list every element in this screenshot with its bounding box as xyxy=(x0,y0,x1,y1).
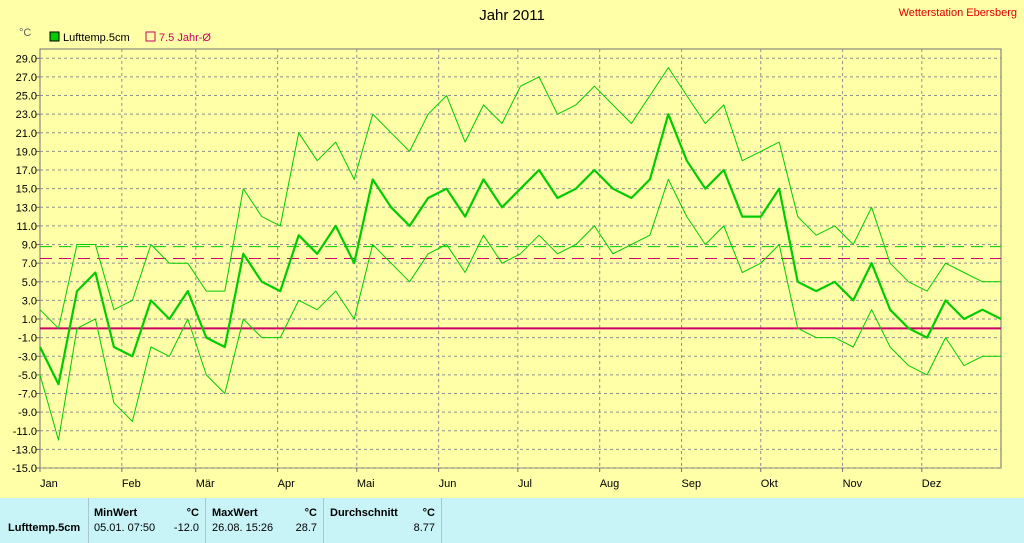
x-tick-label: Aug xyxy=(600,478,620,490)
divider xyxy=(88,498,89,543)
y-tick-label: 23.0 xyxy=(16,109,37,121)
max-time: 26.08. 15:26 xyxy=(212,522,274,534)
reference-lines xyxy=(40,246,1001,330)
legend-label-avg: 7.5 Jahr-Ø xyxy=(159,32,211,44)
y-tick-label: -5.0 xyxy=(18,370,37,382)
legend-swatch-temp xyxy=(49,31,60,42)
y-unit-label: °C xyxy=(19,27,31,39)
station-name: Wetterstation Ebersberg xyxy=(899,7,1017,19)
min-header: MinWert xyxy=(94,507,138,519)
legend-swatch-avg xyxy=(145,31,156,42)
x-tick-label: Jun xyxy=(439,478,457,490)
y-tick-label: 19.0 xyxy=(16,146,37,158)
y-tick-label: 21.0 xyxy=(16,128,37,140)
x-tick-label: Dez xyxy=(922,478,942,490)
stats-row-label-cell: Lufttemp.5cm xyxy=(0,498,88,543)
grid xyxy=(40,49,1001,469)
avg-value: 8.77 xyxy=(413,522,435,534)
y-axis: 29.0 27.0 25.0 23.0 21.0 19.0 17.0 15.0 13.0 11.0… xyxy=(12,53,40,475)
y-tick-label: -9.0 xyxy=(18,407,37,419)
x-tick-label: Sep xyxy=(682,478,702,490)
y-tick-label: 7.0 xyxy=(22,258,37,270)
x-tick-label: Mär xyxy=(196,478,215,490)
x-tick-label: Nov xyxy=(843,478,863,490)
y-tick-label: 25.0 xyxy=(16,91,37,103)
min-time: 05.01. 07:50 xyxy=(94,522,156,534)
y-tick-label: 11.0 xyxy=(16,221,37,233)
y-tick-label: -11.0 xyxy=(13,426,37,438)
stats-panel: Lufttemp.5cm MinWert °C 05.01. 07:50 -12… xyxy=(0,498,1024,543)
max-value: 28.7 xyxy=(295,522,317,534)
y-tick-label: -3.0 xyxy=(18,351,37,363)
y-tick-label: 17.0 xyxy=(16,165,37,177)
y-tick-label: 1.0 xyxy=(22,314,37,326)
y-tick-label: -15.0 xyxy=(12,463,37,475)
y-tick-label: 9.0 xyxy=(22,240,37,252)
stats-row-label: Lufttemp.5cm xyxy=(8,522,81,534)
avg-unit: °C xyxy=(422,507,435,519)
legend-label-temp: Lufttemp.5cm xyxy=(63,32,130,44)
divider xyxy=(205,498,206,543)
y-tick-label: -13.0 xyxy=(12,444,37,456)
x-tick-label: Jan xyxy=(40,478,58,490)
avg-cell: Durchschnitt °C 8.77 xyxy=(324,498,441,543)
min-cell: MinWert °C 05.01. 07:50 -12.0 xyxy=(89,498,205,543)
max-unit: °C xyxy=(304,507,317,519)
y-tick-label: -7.0 xyxy=(18,389,37,401)
x-tick-label: Jul xyxy=(518,478,532,490)
temperature-chart: 29.0 27.0 25.0 23.0 21.0 19.0 17.0 15.0 13.0 11.0… xyxy=(12,7,1017,490)
y-tick-label: 15.0 xyxy=(16,184,37,196)
avg-header: Durchschnitt xyxy=(330,507,398,519)
x-tick-label: Apr xyxy=(278,478,295,490)
x-tick-label: Feb xyxy=(122,478,141,490)
y-tick-label: 29.0 xyxy=(16,53,37,65)
min-unit: °C xyxy=(186,507,199,519)
divider xyxy=(441,498,442,543)
y-tick-label: 27.0 xyxy=(16,72,37,84)
y-tick-label: 5.0 xyxy=(22,277,37,289)
y-tick-label: 3.0 xyxy=(22,295,37,307)
y-tick-label: 13.0 xyxy=(16,202,37,214)
x-tick-label: Mai xyxy=(357,478,375,490)
series-line-daily-min xyxy=(39,178,1001,441)
series-lines xyxy=(39,67,1002,441)
max-cell: MaxWert °C 26.08. 15:26 28.7 xyxy=(206,498,323,543)
y-tick-label: -1.0 xyxy=(18,333,37,345)
series-line-daily-mean xyxy=(39,113,1002,386)
max-header: MaxWert xyxy=(212,507,258,519)
x-axis: Jan Feb Mär Apr Mai Jun Jul Aug Sep Okt Nov Dez xyxy=(39,468,942,490)
legend: Lufttemp.5cm 7.5 Jahr-Ø xyxy=(49,31,211,44)
series-line-daily-max xyxy=(39,67,1001,329)
chart-title: Jahr 2011 xyxy=(479,7,545,24)
divider xyxy=(323,498,324,543)
min-value: -12.0 xyxy=(173,522,199,534)
x-tick-label: Okt xyxy=(761,478,778,490)
